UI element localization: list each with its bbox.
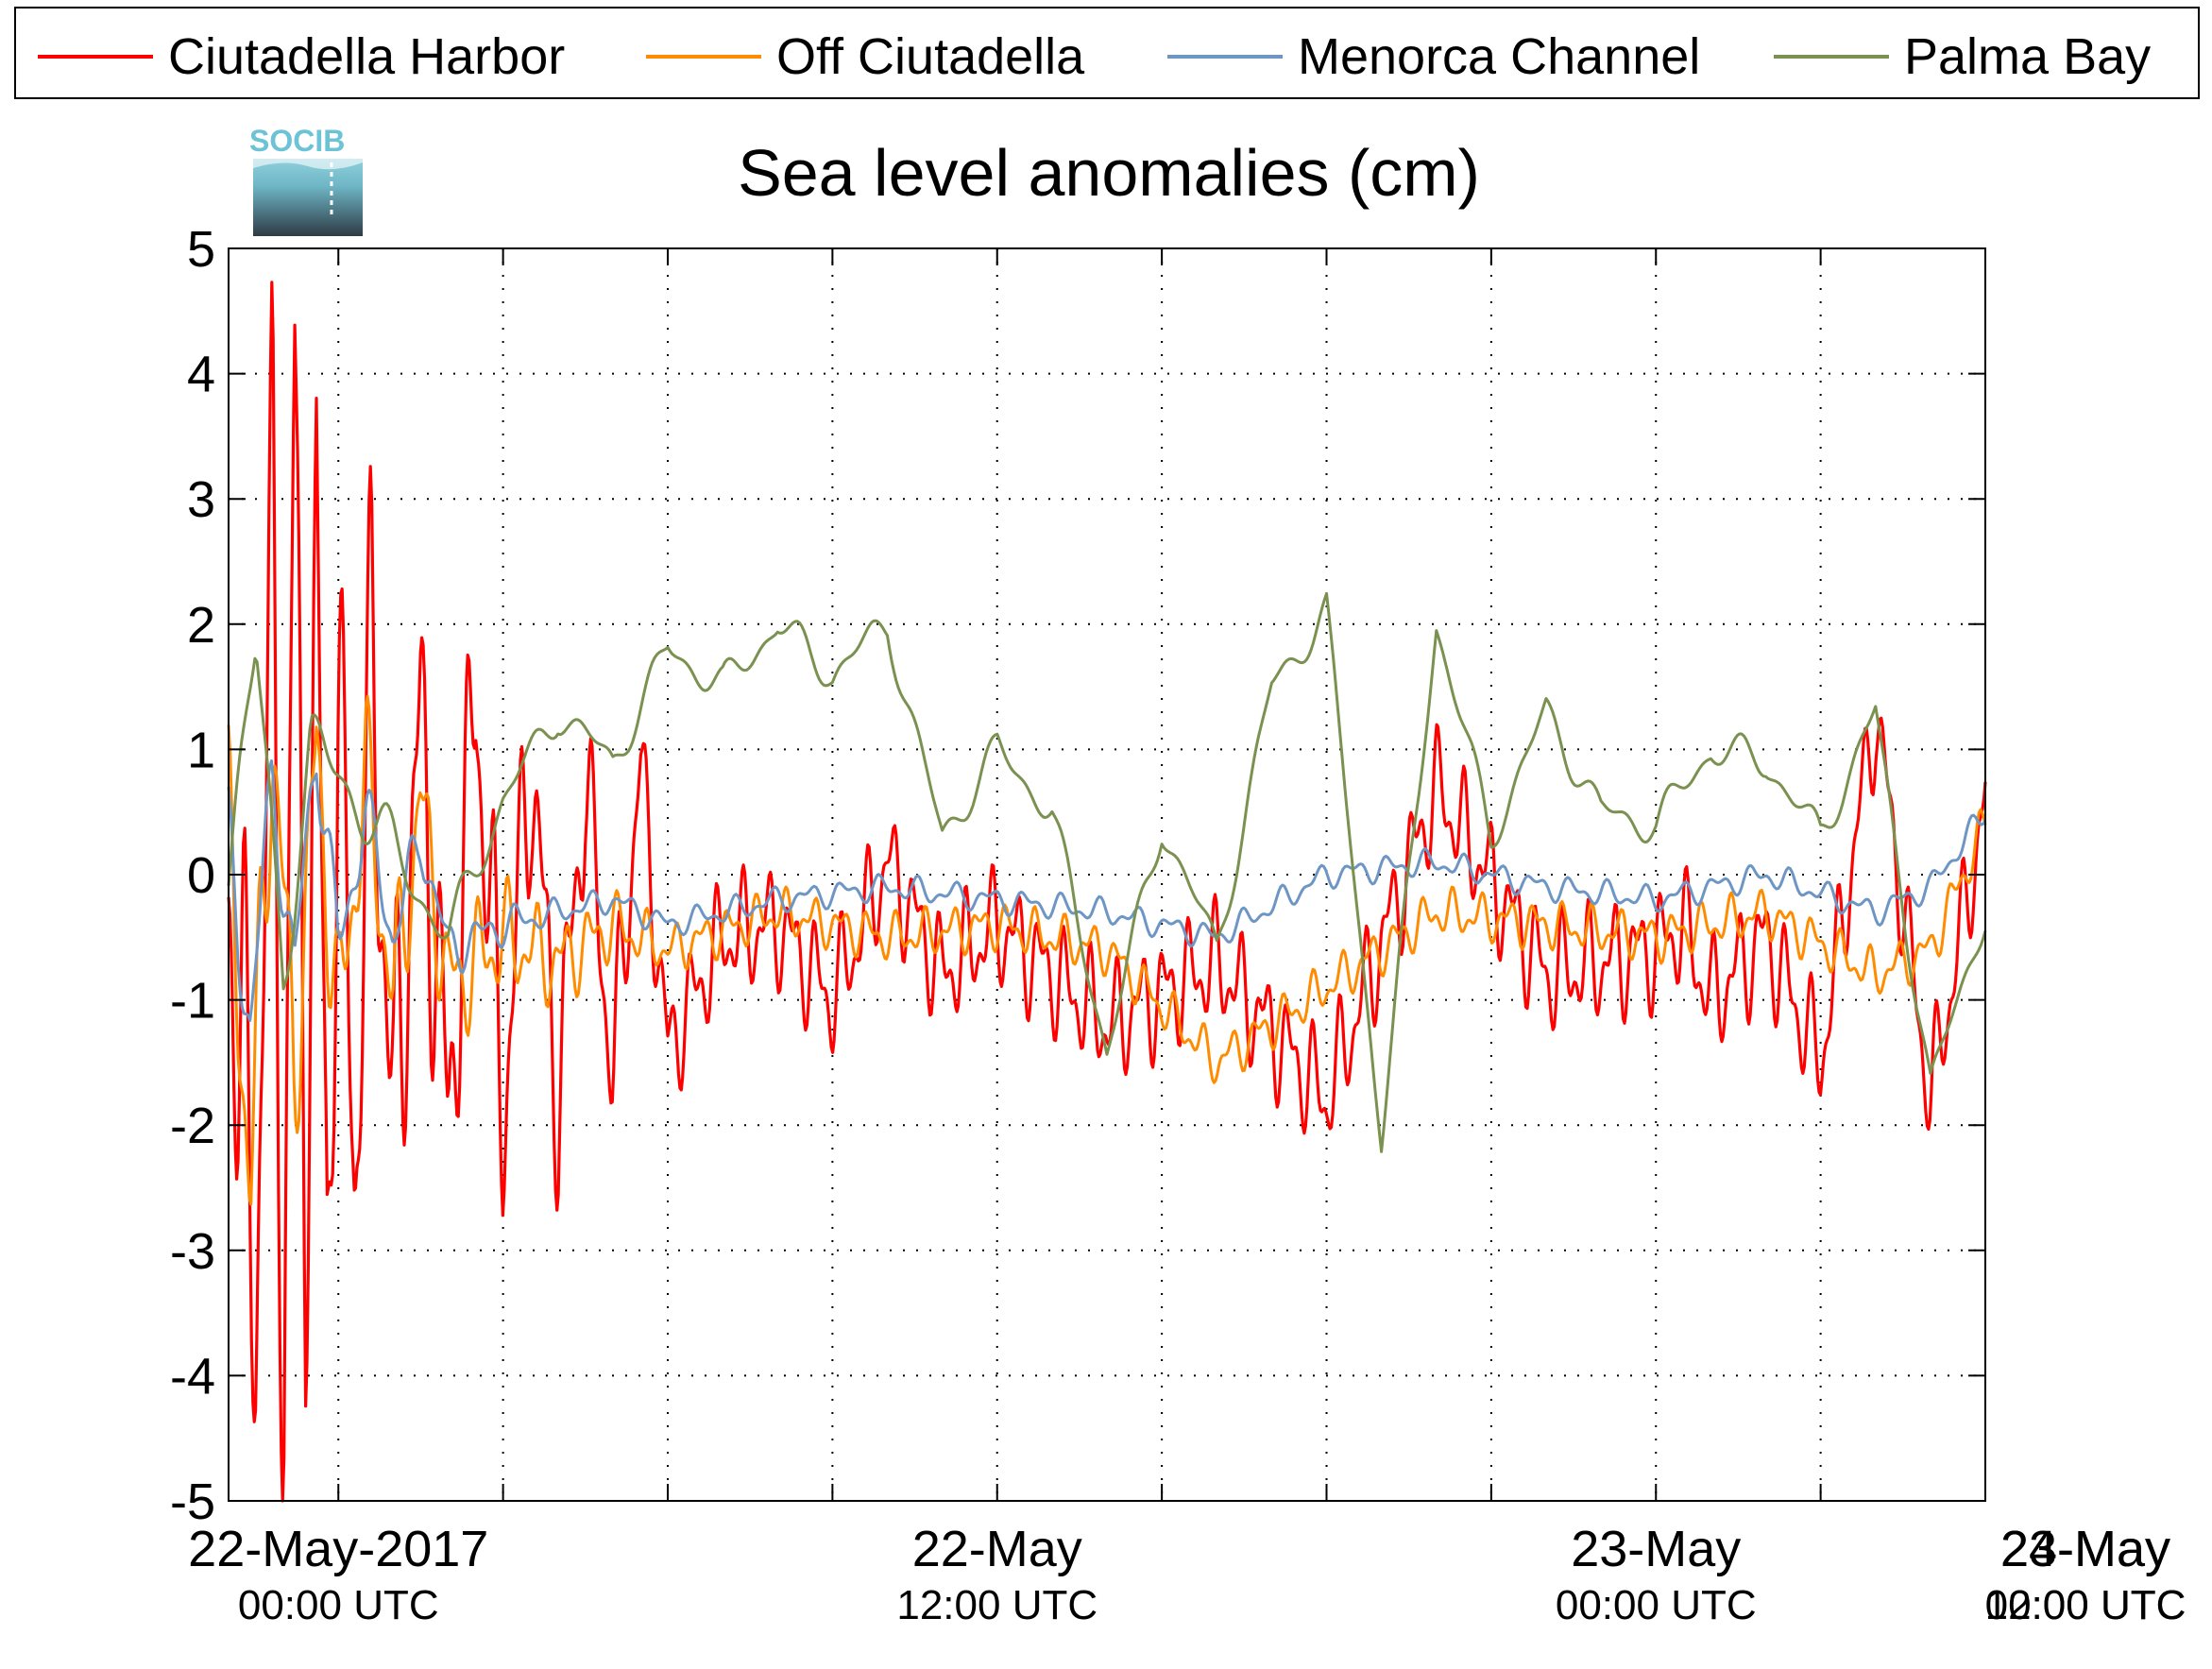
y-tick-label: 1	[187, 722, 215, 778]
y-tick-label: 2	[187, 597, 215, 654]
y-tick-label: -2	[170, 1098, 215, 1154]
legend-label: Ciutadella Harbor	[168, 28, 565, 85]
legend: Ciutadella Harbor Off Ciutadella Menorca C…	[14, 7, 2200, 99]
x-tick-label: 23-May	[1571, 1521, 1741, 1577]
y-tick-label: -4	[170, 1348, 215, 1405]
x-tick-labels: 22-May-2017 00:00 UTC 22-May 12:00 UTC 23-Ma…	[188, 1521, 2186, 1628]
y-tick-label: 4	[187, 347, 215, 403]
x-tick-label: 22-May-2017	[188, 1521, 488, 1577]
socib-logo: SOCIB	[249, 124, 363, 236]
chart-title: Sea level anomalies (cm)	[738, 136, 1480, 210]
x-tick-sublabel: 00:00 UTC	[1556, 1582, 1757, 1628]
legend-box	[14, 7, 2200, 99]
y-tick-label: 0	[187, 847, 215, 904]
x-tick-sublabel: 00:00 UTC	[1985, 1582, 2186, 1628]
plot-frame	[228, 247, 1986, 1502]
series-line	[227, 694, 1987, 1206]
y-tick-label: -5	[170, 1473, 215, 1530]
series-layer	[227, 281, 1987, 1503]
x-tick-sublabel: 00:00 UTC	[238, 1582, 439, 1628]
series-line	[227, 759, 1987, 1022]
x-tick-sublabel: 12:00 UTC	[1985, 1582, 2186, 1628]
y-tick-label: -3	[170, 1223, 215, 1280]
tick-marks	[229, 247, 1985, 1502]
x-tick-sublabel: 12:00 UTC	[896, 1582, 1097, 1628]
grid	[229, 248, 1985, 1501]
logo-text: SOCIB	[249, 124, 345, 158]
legend-label: Off Ciutadella	[776, 28, 1085, 85]
series-line	[227, 592, 1987, 1153]
legend-label: Palma Bay	[1904, 28, 2151, 85]
y-tick-label: 3	[187, 471, 215, 528]
y-tick-label: -1	[170, 973, 215, 1030]
y-tick-label: 5	[187, 221, 215, 278]
x-tick-label: 23-May	[2000, 1521, 2170, 1577]
x-tick-label: 22-May	[912, 1521, 1082, 1577]
x-tick-label: 24-May	[2000, 1521, 2170, 1577]
series-line	[227, 281, 1987, 1503]
y-tick-labels: 5 4 3 2 1 0 -1 -2 -3 -4 -5	[170, 221, 215, 1530]
legend-label: Menorca Channel	[1298, 28, 1700, 85]
